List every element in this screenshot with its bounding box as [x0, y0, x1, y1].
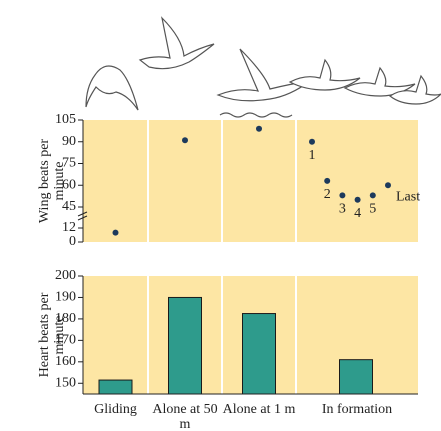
data-point — [182, 137, 188, 143]
point-label: 3 — [339, 202, 346, 217]
x-tick-label: Gliding — [78, 402, 154, 417]
figure: 0124560759010512345Last15016017018019020… — [0, 0, 441, 431]
y-axis-label: Heart beats per minute — [37, 275, 67, 395]
x-tick-label: In formation — [302, 402, 412, 417]
data-point — [385, 182, 391, 188]
x-tick-label: Alone at 50 m — [147, 402, 223, 431]
x-tick-label: Alone at 1 m — [221, 402, 297, 417]
data-point — [309, 139, 315, 145]
point-label: Last — [396, 189, 420, 204]
y-axis-label: Wing beats per minute — [37, 121, 67, 241]
data-point — [113, 230, 119, 236]
point-label: 5 — [369, 202, 376, 217]
bar — [340, 360, 373, 394]
point-label: 2 — [324, 187, 331, 202]
data-point — [324, 178, 330, 184]
data-point — [256, 126, 262, 132]
point-label: 1 — [309, 148, 316, 163]
point-label: 4 — [354, 206, 361, 221]
data-point — [370, 192, 376, 198]
pelican-illustration — [86, 18, 441, 117]
y-tick-label: 0 — [69, 234, 76, 249]
bar — [99, 380, 132, 394]
data-point — [355, 197, 361, 203]
bar — [169, 297, 202, 394]
plot-background — [83, 120, 418, 242]
bar — [243, 314, 276, 394]
data-point — [339, 192, 345, 198]
